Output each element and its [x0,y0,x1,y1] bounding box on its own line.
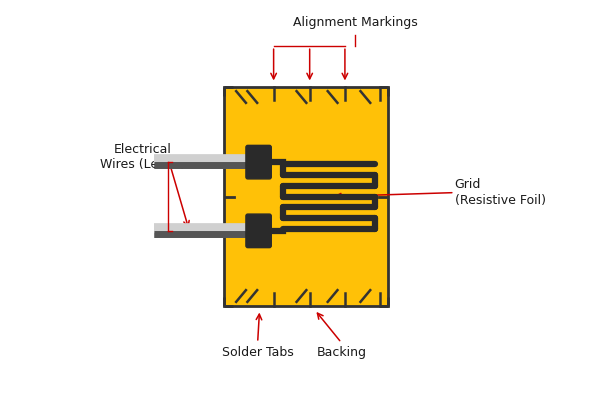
Text: Grid
(Resistive Foil): Grid (Resistive Foil) [455,178,546,207]
Text: Backing: Backing [316,346,367,359]
Text: Alignment Markings: Alignment Markings [293,16,417,29]
FancyBboxPatch shape [246,145,271,179]
FancyBboxPatch shape [246,214,271,248]
Bar [224,87,388,306]
Text: Solder Tabs: Solder Tabs [222,346,293,359]
Text: Electrical
Wires (Leads): Electrical Wires (Leads) [100,143,185,171]
